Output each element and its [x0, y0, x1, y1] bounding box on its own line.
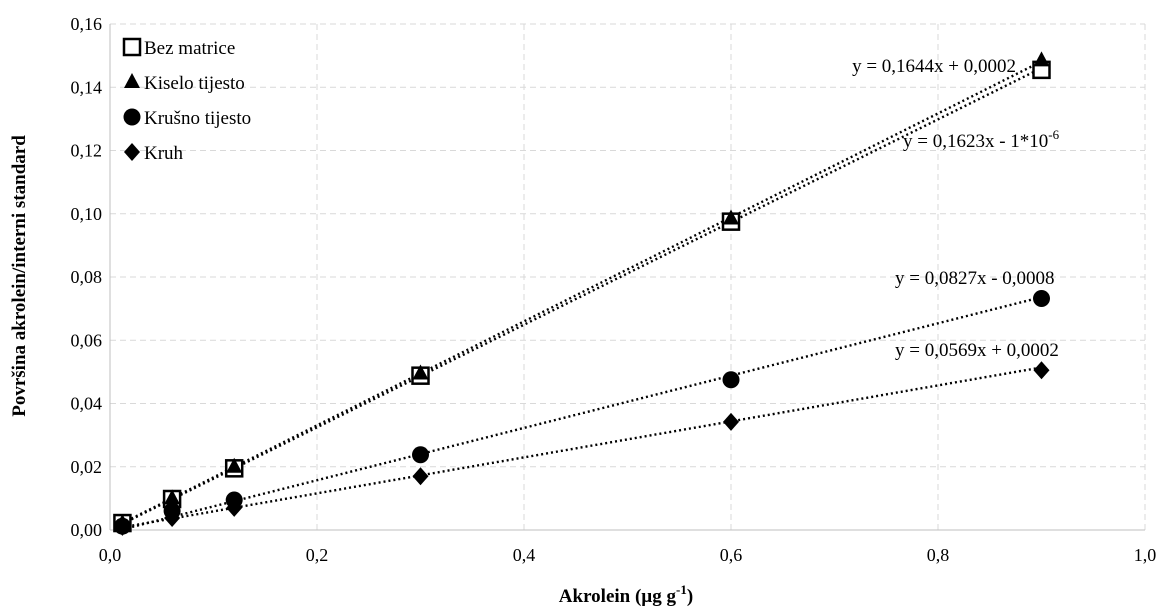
series-krusno-tijesto — [113, 290, 1050, 535]
legend-marker — [122, 37, 142, 57]
point-kruh — [412, 467, 429, 486]
legend-item-bez-matrice: Bez matrice — [122, 37, 235, 59]
point-kruh — [226, 498, 243, 517]
point-kruh — [723, 412, 739, 431]
x-tick-label: 1,0 — [1134, 545, 1157, 565]
y-tick-label: 0,02 — [71, 457, 103, 477]
series-kruh — [114, 361, 1050, 536]
point-krusno-tijesto — [722, 371, 740, 389]
point-kiselo-tijesto — [412, 364, 429, 380]
legend-marker — [123, 108, 141, 126]
equation-krusno-tijesto: y = 0,0827x - 0,0008 — [895, 268, 1055, 289]
legend-item-kiselo-tijesto: Kiselo tijesto — [124, 73, 245, 94]
legend-label: Krušno tijesto — [144, 108, 251, 129]
legend-label: Bez matrice — [144, 38, 235, 59]
y-tick-label: 0,16 — [71, 14, 103, 34]
y-tick-label: 0,06 — [71, 330, 103, 350]
trendline-krusno-tijesto — [122, 295, 1042, 531]
point-kruh — [1033, 361, 1050, 380]
y-tick-label: 0,00 — [71, 520, 103, 540]
point-kiselo-tijesto — [723, 209, 739, 225]
x-tick-label: 0,2 — [306, 545, 329, 565]
point-kruh — [164, 508, 181, 527]
equation-kiselo-tijesto: y = 0,1644x + 0,0002 — [852, 56, 1016, 77]
trendlines — [121, 60, 1043, 531]
y-axis-title: Površina akrolein/interni standard — [9, 135, 30, 417]
y-tick-label: 0,10 — [71, 204, 103, 224]
legend-label: Kruh — [144, 143, 184, 164]
trendline-kruh — [122, 366, 1042, 529]
gridlines — [110, 23, 1146, 530]
point-kiselo-tijesto — [164, 489, 181, 505]
point-kruh — [114, 517, 131, 536]
x-axis-title: Akrolein (µg g-1) — [559, 582, 693, 607]
legend-item-krusno-tijesto: Krušno tijesto — [123, 108, 251, 129]
y-tick-label: 0,04 — [71, 394, 103, 414]
equation-kruh: y = 0,0569x + 0,0002 — [895, 340, 1059, 361]
x-tick-label: 0,0 — [99, 545, 122, 565]
y-tick-label: 0,12 — [71, 141, 103, 161]
axes — [109, 24, 1145, 531]
trendline-equations: y = 0,1623x - 1*10-6 y = 0,1644x + 0,0002… — [852, 56, 1060, 361]
point-kiselo-tijesto — [1033, 51, 1050, 67]
y-tick-label: 0,14 — [71, 77, 103, 97]
equation-bez-matrice: y = 0,1623x - 1*10-6 — [903, 127, 1060, 152]
point-kiselo-tijesto — [226, 457, 243, 473]
x-tick-label: 0,6 — [720, 545, 743, 565]
legend-marker — [124, 73, 140, 88]
y-tick-label: 0,08 — [71, 267, 103, 287]
series-kiselo-tijesto — [114, 51, 1050, 530]
point-krusno-tijesto — [1033, 290, 1050, 308]
trendline-bez-matrice — [121, 66, 1043, 525]
data-points — [113, 51, 1051, 536]
tick-labels: 0,00 0,02 0,04 0,06 0,08 0,10 0,12 0,14 0,16 0,0 0… — [71, 14, 1157, 565]
legend-item-kruh: Kruh — [124, 143, 184, 164]
x-tick-label: 0,4 — [513, 545, 536, 565]
trendline-kiselo-tijesto — [121, 60, 1043, 525]
legend: Bez matrice Kiselo tijesto Krušno tijesto K… — [122, 37, 251, 164]
point-krusno-tijesto — [412, 446, 429, 464]
legend-marker — [124, 143, 140, 161]
x-tick-label: 0,8 — [927, 545, 950, 565]
legend-label: Kiselo tijesto — [144, 73, 245, 94]
